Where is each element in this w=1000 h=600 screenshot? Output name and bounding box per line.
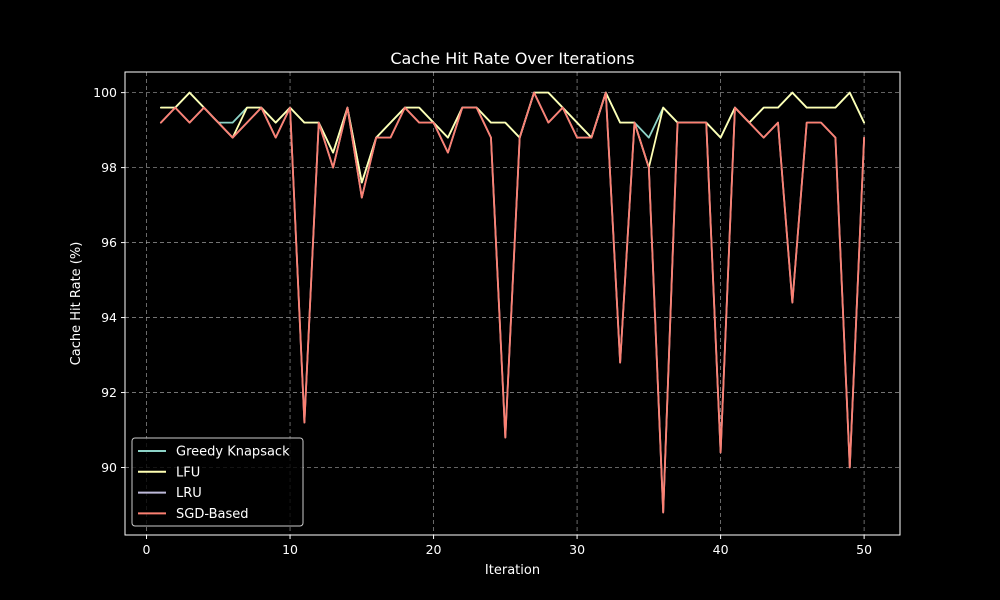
x-axis-label: Iteration xyxy=(485,563,540,578)
plot-frame xyxy=(124,71,901,536)
y-tick-label: 98 xyxy=(101,160,117,175)
y-tick-label: 92 xyxy=(101,385,117,400)
y-tick-label: 100 xyxy=(93,85,117,100)
y-tick-label: 96 xyxy=(101,235,117,250)
x-tick-label: 40 xyxy=(713,542,729,557)
x-tick-label: 0 xyxy=(143,542,151,557)
y-tick-label: 94 xyxy=(101,310,117,325)
chart-title: Cache Hit Rate Over Iterations xyxy=(390,49,634,68)
series-line-lfu xyxy=(159,91,866,184)
x-tick-label: 50 xyxy=(856,542,872,557)
legend-label-lru: LRU xyxy=(176,486,202,501)
legend-label-sgd-based: SGD-Based xyxy=(176,507,248,522)
legend: Greedy Knapsack LFU LRU SGD-Based xyxy=(131,437,304,527)
legend-box xyxy=(131,437,304,527)
y-tick-label: 90 xyxy=(101,460,117,475)
axis-ticks: 0 10 20 30 40 50 90 92 94 96 98 100 xyxy=(93,85,872,557)
x-tick-label: 20 xyxy=(426,542,442,557)
y-axis-label: Cache Hit Rate (%) xyxy=(69,242,84,366)
x-tick-label: 30 xyxy=(569,542,585,557)
series-line-greedy-knapsack xyxy=(159,91,866,184)
series-lines xyxy=(159,91,866,514)
x-tick-label: 10 xyxy=(282,542,298,557)
legend-label-lfu: LFU xyxy=(176,465,200,480)
series-line-sgd-based xyxy=(159,91,866,514)
legend-label-greedy-knapsack: Greedy Knapsack xyxy=(176,445,290,460)
